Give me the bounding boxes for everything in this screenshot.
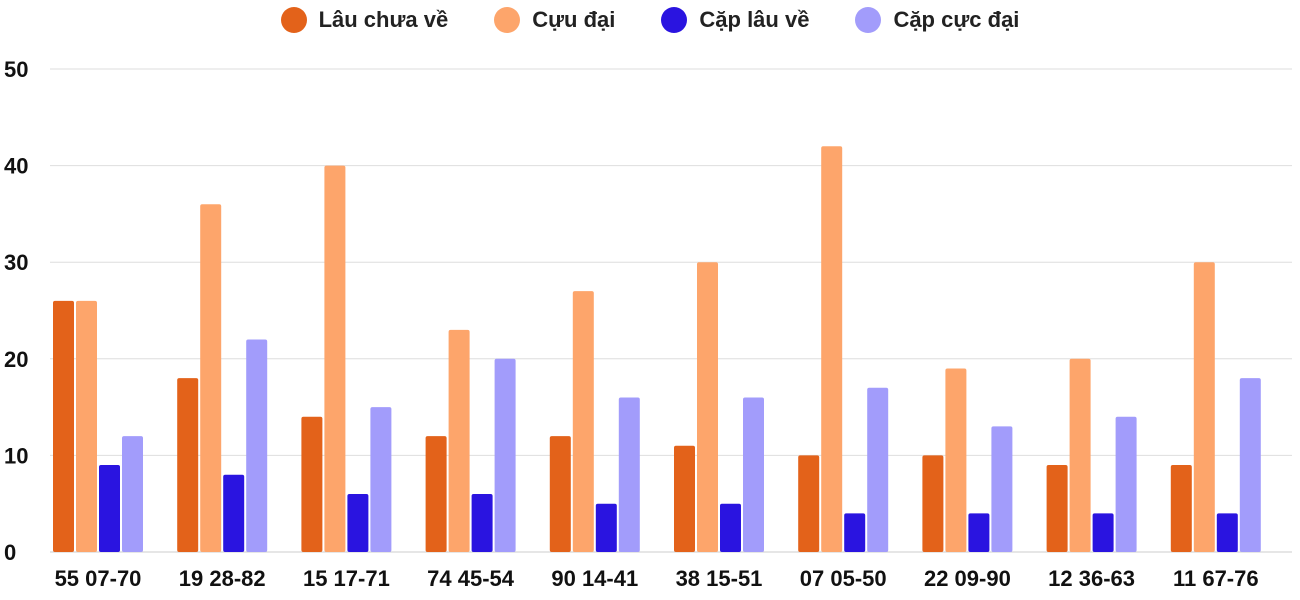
x-tick-label: 19 28-82 [179, 566, 266, 591]
legend-item-cap-cuc-dai[interactable]: Cặp cực đại [855, 7, 1019, 33]
bar [618, 397, 640, 552]
x-tick-label: 22 09-90 [924, 566, 1011, 591]
bar [1046, 465, 1068, 552]
bar [448, 329, 470, 552]
bar [200, 204, 222, 553]
x-tick-label: 55 07-70 [55, 566, 142, 591]
legend: Lâu chưa về Cựu đại Cặp lâu về Cặp cực đ… [0, 4, 1300, 36]
bar [991, 426, 1013, 552]
legend-label: Cặp cực đại [893, 7, 1020, 32]
legend-swatch-cuu-dai [494, 7, 521, 33]
bar [301, 416, 323, 552]
bar [471, 494, 493, 552]
bar [572, 291, 594, 552]
bar [549, 436, 571, 552]
bar [1193, 262, 1215, 552]
bar [177, 378, 199, 552]
bar [1216, 513, 1238, 552]
legend-swatch-cap-cuc-dai [855, 7, 882, 33]
x-tick-label: 12 36-63 [1048, 566, 1135, 591]
x-tick-label: 90 14-41 [551, 566, 638, 591]
y-tick-label: 20 [4, 347, 28, 372]
legend-swatch-lau-chua-ve [280, 7, 307, 33]
bar [76, 300, 97, 552]
bar [347, 494, 369, 552]
bar [370, 407, 392, 552]
legend-swatch-cap-lau-ve [661, 7, 688, 33]
y-tick-label: 0 [4, 540, 16, 565]
bar [99, 465, 120, 552]
legend-label: Cựu đại [532, 7, 616, 32]
bar [223, 474, 245, 552]
bar [743, 397, 764, 552]
legend-label: Cặp lâu về [699, 7, 810, 32]
bar [945, 368, 967, 552]
bar [324, 165, 346, 552]
bar [720, 503, 741, 552]
x-tick-label: 15 17-71 [303, 566, 390, 591]
bar [494, 358, 516, 552]
y-tick-label: 30 [4, 250, 28, 275]
legend-label: Lâu chưa về [318, 7, 449, 32]
legend-item-cap-lau-ve[interactable]: Cặp lâu về [661, 7, 809, 33]
x-tick-label: 38 15-51 [676, 566, 763, 591]
bar [246, 339, 268, 552]
legend-item-lau-chua-ve[interactable]: Lâu chưa về [280, 7, 449, 33]
bar [922, 455, 944, 552]
x-tick-label: 11 67-76 [1173, 566, 1259, 591]
bar [1115, 416, 1137, 552]
bar [1092, 513, 1114, 552]
y-tick-label: 40 [4, 154, 28, 179]
legend-item-cuu-dai[interactable]: Cựu đại [494, 7, 615, 33]
bar [1170, 465, 1192, 552]
bar [968, 513, 990, 552]
bar [1239, 378, 1261, 552]
bar [53, 300, 74, 552]
bar [844, 513, 866, 552]
bar [697, 262, 718, 552]
bar [122, 436, 143, 552]
bar [1069, 358, 1091, 552]
bar [425, 436, 447, 552]
bar [674, 445, 695, 552]
x-tick-label: 07 05-50 [800, 566, 887, 591]
bar [798, 455, 820, 552]
bar [867, 387, 889, 552]
bar [595, 503, 617, 552]
y-tick-label: 50 [4, 57, 28, 82]
bar [821, 146, 843, 552]
x-tick-label: 74 45-54 [427, 566, 515, 591]
y-tick-label: 10 [4, 443, 28, 468]
